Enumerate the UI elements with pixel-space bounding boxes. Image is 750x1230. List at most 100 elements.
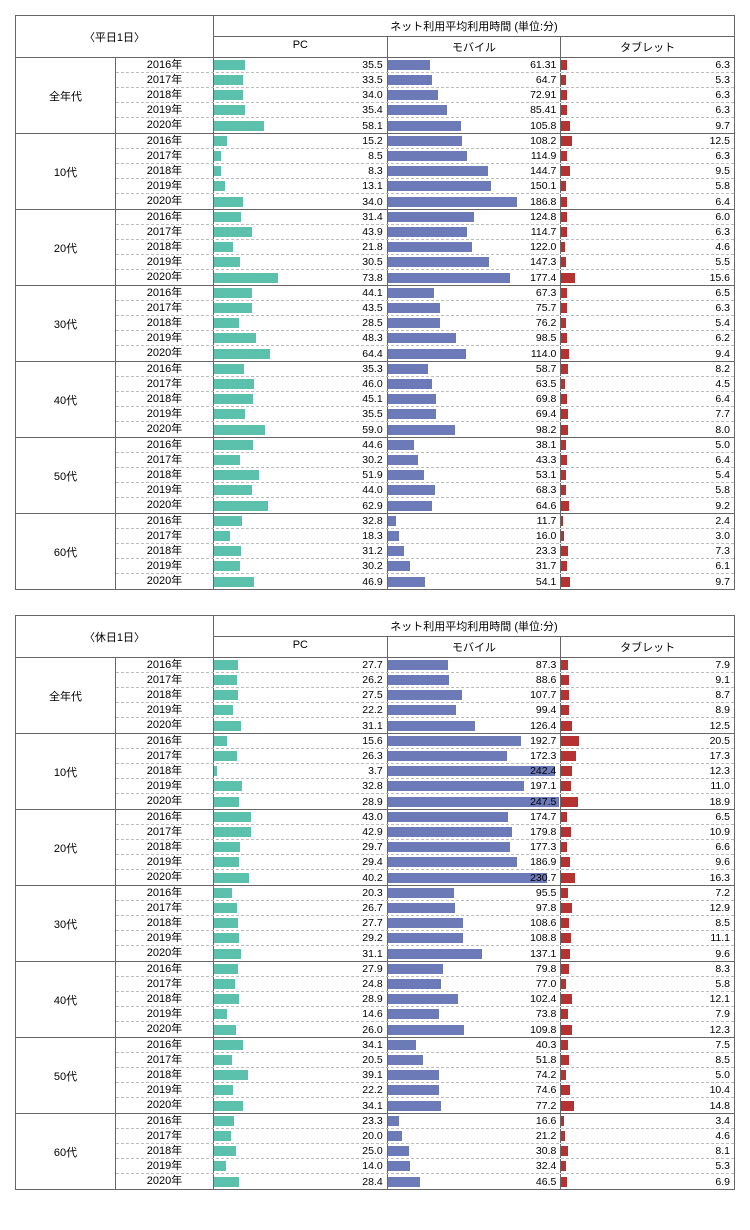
bar-value-mobile: 23.3	[536, 545, 556, 557]
bar-value-mobile: 40.3	[536, 1039, 556, 1051]
age-group-label-text: 60代	[54, 544, 77, 560]
year-label: 2019年	[116, 407, 214, 421]
bar-cell-mobile: 177.3	[388, 840, 562, 854]
year-label-text: 2017年	[147, 150, 182, 162]
age-group: 10代2016年15.2108.212.52017年8.5114.96.3201…	[16, 134, 734, 210]
data-row: 2020年64.4114.09.4	[116, 346, 734, 361]
year-label: 2019年	[116, 559, 214, 573]
bar-pc	[214, 903, 237, 913]
bar-value-tablet: 6.3	[715, 89, 730, 101]
data-row: 2016年31.4124.86.0	[116, 210, 734, 225]
header-col-tablet-text: タブレット	[620, 642, 675, 654]
bar-value-tablet: 7.2	[715, 887, 730, 899]
bar-tablet	[561, 888, 567, 898]
bar-value-mobile: 177.3	[530, 841, 556, 853]
bar-mobile	[388, 470, 425, 480]
bar-cell-tablet: 5.8	[561, 977, 734, 991]
bar-value-pc: 29.7	[362, 841, 382, 853]
bar-tablet	[561, 1040, 567, 1050]
bar-tablet	[561, 705, 569, 715]
bar-cell-pc: 8.5	[214, 149, 388, 163]
age-group-label: 50代	[16, 1038, 116, 1113]
bar-mobile	[388, 90, 438, 100]
data-row: 2019年35.485.416.3	[116, 103, 734, 118]
bar-mobile	[388, 827, 512, 837]
bar-value-tablet: 12.3	[710, 1024, 730, 1036]
bar-tablet	[561, 516, 563, 526]
year-label: 2017年	[116, 901, 214, 915]
bar-value-mobile: 51.8	[536, 1054, 556, 1066]
data-row: 2018年28.576.25.4	[116, 316, 734, 331]
bar-mobile	[388, 212, 474, 222]
bar-value-tablet: 4.6	[715, 241, 730, 253]
header-col-mobile: モバイル	[388, 37, 562, 57]
bar-value-mobile: 95.5	[536, 887, 556, 899]
year-label-text: 2018年	[147, 317, 182, 329]
bar-value-mobile: 109.8	[530, 1024, 556, 1036]
data-row: 2016年27.787.37.9	[116, 658, 734, 673]
bar-pc	[214, 242, 233, 252]
bar-cell-tablet: 3.0	[561, 529, 734, 543]
bar-value-mobile: 16.0	[536, 530, 556, 542]
bar-cell-mobile: 98.2	[388, 422, 562, 437]
bar-value-mobile: 172.3	[530, 750, 556, 762]
bar-pc	[214, 781, 242, 791]
data-row: 2019年22.274.610.4	[116, 1083, 734, 1098]
bar-cell-pc: 27.5	[214, 688, 388, 702]
data-row: 2019年44.068.35.8	[116, 483, 734, 498]
age-group-label: 10代	[16, 734, 116, 809]
bar-cell-tablet: 8.1	[561, 1144, 734, 1158]
bar-value-mobile: 31.7	[536, 560, 556, 572]
bar-mobile	[388, 1161, 410, 1171]
age-group-label: 60代	[16, 1114, 116, 1189]
bar-value-pc: 23.3	[362, 1115, 382, 1127]
bar-cell-tablet: 7.9	[561, 658, 734, 672]
bar-cell-pc: 20.5	[214, 1053, 388, 1067]
bar-tablet	[561, 273, 574, 283]
data-row: 2018年34.072.916.3	[116, 88, 734, 103]
bar-value-tablet: 8.7	[715, 689, 730, 701]
bar-value-mobile: 108.8	[530, 932, 556, 944]
bar-mobile	[388, 1177, 420, 1187]
age-group-label: 全年代	[16, 58, 116, 133]
bar-mobile	[388, 736, 521, 746]
bar-cell-tablet: 4.5	[561, 377, 734, 391]
bar-value-mobile: 242.4	[530, 765, 556, 777]
age-group-label-text: 30代	[54, 916, 77, 932]
bar-pc	[214, 227, 252, 237]
bar-value-pc: 32.8	[362, 780, 382, 792]
data-row: 2020年58.1105.89.7	[116, 118, 734, 133]
year-label-text: 2019年	[147, 408, 182, 420]
year-label: 2019年	[116, 1007, 214, 1021]
bar-cell-pc: 8.3	[214, 164, 388, 178]
header-col-pc-text: PC	[293, 639, 308, 651]
bar-mobile	[388, 751, 507, 761]
bar-value-tablet: 6.3	[715, 302, 730, 314]
year-label: 2019年	[116, 483, 214, 497]
year-label-text: 2019年	[147, 704, 182, 716]
bar-cell-tablet: 6.3	[561, 58, 734, 72]
bar-mobile	[388, 303, 440, 313]
bar-tablet	[561, 561, 566, 571]
age-group: 60代2016年32.811.72.42017年18.316.03.02018年…	[16, 514, 734, 589]
year-label-text: 2018年	[147, 545, 182, 557]
year-label: 2020年	[116, 118, 214, 133]
bar-mobile	[388, 242, 472, 252]
bar-value-pc: 31.1	[362, 720, 382, 732]
bar-cell-mobile: 99.4	[388, 703, 562, 717]
bar-cell-tablet: 8.5	[561, 916, 734, 930]
bar-value-pc: 20.3	[362, 887, 382, 899]
bar-pc	[214, 485, 252, 495]
year-label-text: 2020年	[147, 719, 182, 731]
bar-value-tablet: 15.6	[710, 272, 730, 284]
bar-cell-pc: 43.9	[214, 225, 388, 239]
bar-mobile	[388, 394, 436, 404]
bar-mobile	[388, 501, 433, 511]
bar-tablet	[561, 531, 564, 541]
bar-cell-tablet: 6.1	[561, 559, 734, 573]
data-row: 2018年21.8122.04.6	[116, 240, 734, 255]
bar-pc	[214, 1040, 243, 1050]
bar-cell-mobile: 67.3	[388, 286, 562, 300]
bar-cell-tablet: 12.1	[561, 992, 734, 1006]
bar-pc	[214, 766, 217, 776]
